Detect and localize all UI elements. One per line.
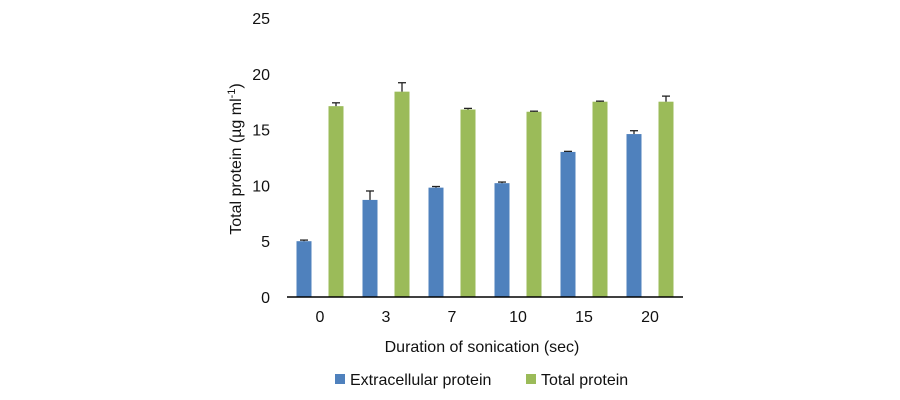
bar-total — [658, 101, 674, 297]
bar-total — [460, 109, 476, 298]
x-tick-label: 0 — [316, 309, 325, 326]
bar-extracellular — [296, 241, 312, 297]
x-tick-label: 7 — [448, 309, 457, 326]
y-tick-label: 20 — [252, 67, 270, 84]
y-axis-title: Total protein (µg ml-1) — [226, 83, 245, 235]
x-tick-label: 20 — [641, 309, 659, 326]
error-bar — [530, 110, 538, 112]
x-tick-label: 10 — [509, 309, 527, 326]
error-bar — [564, 150, 572, 153]
bar-extracellular — [362, 199, 378, 297]
bar-extracellular — [626, 134, 642, 297]
x-tick-label: 3 — [382, 309, 391, 326]
bar-total — [328, 106, 344, 297]
error-bar — [498, 181, 506, 184]
error-bar — [596, 100, 604, 102]
error-bars — [300, 82, 670, 242]
error-bar — [432, 185, 440, 188]
legend-item-total: Total protein — [526, 372, 628, 389]
x-tick-label: 15 — [575, 309, 593, 326]
bar-extracellular — [494, 183, 510, 297]
bar-total — [394, 91, 410, 297]
error-bar — [300, 239, 308, 242]
y-tick-label: 25 — [252, 11, 270, 28]
error-bar — [332, 102, 340, 107]
error-bar — [366, 190, 374, 200]
legend-label-total: Total protein — [541, 372, 628, 389]
bar-total — [526, 111, 542, 297]
error-bar — [464, 107, 472, 110]
bars — [296, 91, 674, 298]
error-bar — [630, 130, 638, 135]
bar-extracellular — [560, 151, 576, 297]
legend-swatch-total — [526, 374, 536, 384]
y-tick-label: 5 — [261, 234, 270, 251]
legend: Extracellular protein Total protein — [335, 372, 628, 389]
y-tick-label: 0 — [261, 290, 270, 307]
legend-label-extracellular: Extracellular protein — [350, 372, 491, 389]
error-bar — [662, 95, 670, 102]
y-tick-label: 15 — [252, 123, 270, 140]
x-axis-ticks: 0 3 7 10 15 20 — [316, 309, 659, 326]
y-tick-label: 10 — [252, 178, 270, 195]
error-bar — [398, 82, 406, 92]
bar-total — [592, 101, 608, 297]
y-axis-ticks: 0 5 10 15 20 25 — [252, 11, 270, 307]
legend-swatch-extracellular — [335, 374, 345, 384]
x-axis-title: Duration of sonication (sec) — [385, 339, 580, 356]
bar-extracellular — [428, 187, 444, 297]
legend-item-extracellular: Extracellular protein — [335, 372, 491, 389]
